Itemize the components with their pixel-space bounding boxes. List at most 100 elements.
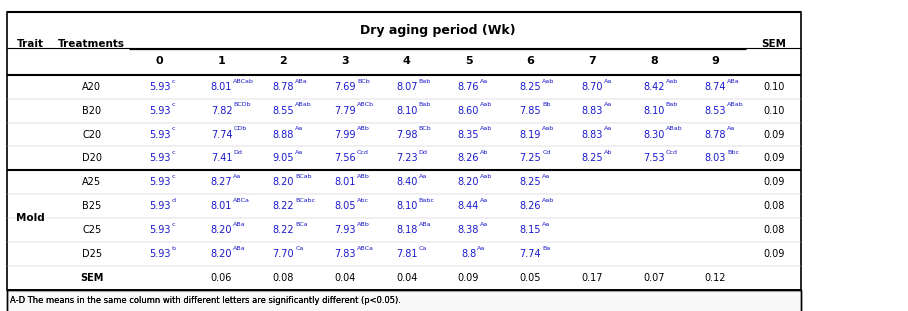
Text: 8.01: 8.01 — [211, 201, 232, 211]
Text: D20: D20 — [82, 153, 102, 164]
Text: 6: 6 — [527, 56, 534, 67]
Text: 0.04: 0.04 — [334, 273, 356, 283]
Text: BCb: BCb — [357, 78, 370, 84]
Text: 0.10: 0.10 — [763, 81, 785, 92]
Text: 7.23: 7.23 — [396, 153, 418, 164]
Text: 7.81: 7.81 — [396, 249, 418, 259]
Text: 8.10: 8.10 — [396, 201, 418, 211]
Text: 8.01: 8.01 — [334, 177, 356, 188]
Text: 0.09: 0.09 — [763, 129, 785, 140]
Text: 8.78: 8.78 — [705, 129, 726, 140]
Text: Aab: Aab — [480, 102, 493, 108]
Text: 2: 2 — [280, 56, 287, 67]
Text: 8: 8 — [650, 56, 657, 67]
Text: 7.93: 7.93 — [334, 225, 356, 235]
Text: Aab: Aab — [542, 78, 555, 84]
Text: BCab: BCab — [295, 174, 311, 179]
Text: Aab: Aab — [666, 78, 678, 84]
Text: b: b — [172, 246, 176, 251]
Text: ABb: ABb — [357, 174, 370, 179]
Text: ABa: ABa — [233, 246, 246, 251]
Text: 8.40: 8.40 — [396, 177, 418, 188]
Text: 7.53: 7.53 — [643, 153, 665, 164]
Text: Aa: Aa — [604, 78, 612, 84]
Text: C20: C20 — [82, 129, 102, 140]
Text: 8.15: 8.15 — [519, 225, 541, 235]
Text: Aab: Aab — [480, 174, 493, 179]
Text: Aa: Aa — [233, 174, 242, 179]
Text: SEM: SEM — [80, 273, 104, 283]
Bar — [7, 290, 801, 311]
Text: 8.88: 8.88 — [272, 129, 294, 140]
Bar — [7, 12, 801, 290]
Text: Dry aging period (Wk): Dry aging period (Wk) — [360, 24, 516, 37]
Text: d: d — [172, 198, 176, 203]
Text: 8.35: 8.35 — [458, 129, 479, 140]
Text: ABCab: ABCab — [233, 78, 254, 84]
Text: 8.05: 8.05 — [334, 201, 356, 211]
Text: Ab: Ab — [604, 150, 612, 156]
Text: 7.82: 7.82 — [211, 105, 232, 116]
Text: c: c — [172, 126, 175, 132]
Text: 8.27: 8.27 — [211, 177, 232, 188]
Text: A-D The means in the same column with different letters are significantly differ: A-D The means in the same column with di… — [10, 296, 400, 305]
Text: 7.25: 7.25 — [519, 153, 541, 164]
Text: Bbc: Bbc — [727, 150, 739, 156]
Text: Aa: Aa — [604, 102, 612, 108]
Text: 8.22: 8.22 — [272, 225, 294, 235]
Text: 0.08: 0.08 — [272, 273, 294, 283]
Text: Aab: Aab — [542, 126, 555, 132]
Text: 5.93: 5.93 — [149, 153, 171, 164]
Text: 8.22: 8.22 — [272, 201, 294, 211]
Text: Aa: Aa — [419, 174, 427, 179]
Text: c: c — [172, 150, 175, 156]
Text: 0.09: 0.09 — [763, 177, 785, 188]
Text: Mold: Mold — [16, 213, 45, 223]
Text: ABab: ABab — [295, 102, 312, 108]
Text: 0.09: 0.09 — [763, 153, 785, 164]
Text: 0.07: 0.07 — [643, 273, 665, 283]
Text: 8.18: 8.18 — [396, 225, 418, 235]
Text: ABa: ABa — [419, 222, 431, 227]
Text: ABb: ABb — [357, 126, 370, 132]
Text: Ca: Ca — [295, 246, 303, 251]
Text: 5.93: 5.93 — [149, 201, 171, 211]
Text: 8.25: 8.25 — [519, 81, 541, 92]
Text: 7.41: 7.41 — [211, 153, 232, 164]
Text: 8.83: 8.83 — [581, 129, 603, 140]
Text: 8.19: 8.19 — [519, 129, 541, 140]
Text: ABCa: ABCa — [357, 246, 374, 251]
Bar — [7, 12, 801, 75]
Text: Dd: Dd — [233, 150, 242, 156]
Text: 7.83: 7.83 — [334, 249, 356, 259]
Text: 7.56: 7.56 — [334, 153, 356, 164]
Text: A-D The means in the same column with different letters are significantly differ: A-D The means in the same column with di… — [10, 296, 400, 305]
Text: 8.20: 8.20 — [211, 249, 232, 259]
Text: 0: 0 — [156, 56, 163, 67]
Text: Dd: Dd — [419, 150, 428, 156]
Text: Aa: Aa — [542, 222, 550, 227]
Text: Ca: Ca — [419, 246, 427, 251]
Text: 5.93: 5.93 — [149, 129, 171, 140]
Text: A25: A25 — [82, 177, 102, 188]
Text: Ccd: Ccd — [666, 150, 677, 156]
Text: C25: C25 — [82, 225, 102, 235]
Text: 8.26: 8.26 — [458, 153, 479, 164]
Text: Bab: Bab — [419, 102, 431, 108]
Text: ABb: ABb — [357, 222, 370, 227]
Text: 0.12: 0.12 — [705, 273, 726, 283]
Text: 7.74: 7.74 — [519, 249, 541, 259]
Text: BCa: BCa — [295, 222, 308, 227]
Text: 8.74: 8.74 — [705, 81, 726, 92]
Text: Aa: Aa — [727, 126, 735, 132]
Text: ABa: ABa — [727, 78, 740, 84]
Text: 8.10: 8.10 — [396, 105, 418, 116]
Text: 9: 9 — [712, 56, 719, 67]
Text: Aa: Aa — [480, 78, 489, 84]
Text: Aa: Aa — [604, 126, 612, 132]
Text: 8.07: 8.07 — [396, 81, 418, 92]
Text: 4: 4 — [403, 56, 410, 67]
Text: 7.70: 7.70 — [272, 249, 294, 259]
Text: 0.06: 0.06 — [211, 273, 232, 283]
Text: 0.17: 0.17 — [581, 273, 603, 283]
